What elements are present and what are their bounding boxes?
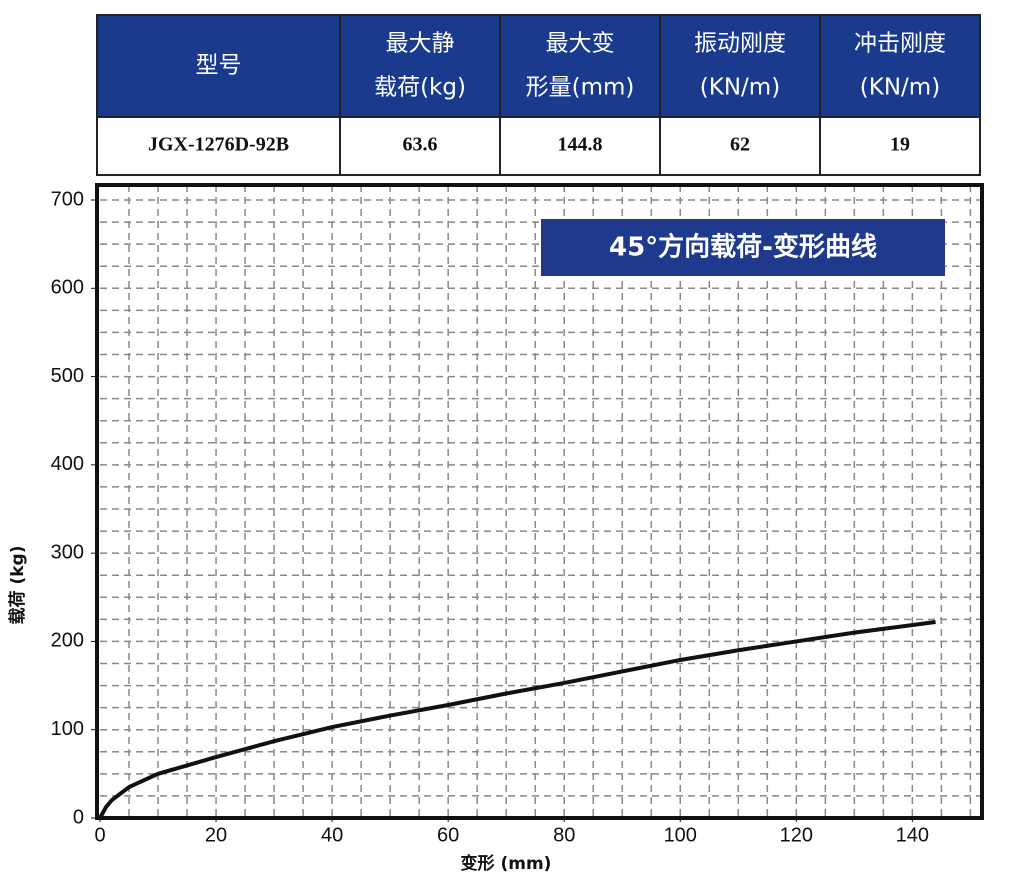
x-tick-label: 100 [664, 824, 697, 846]
y-tick-label: 0 [73, 806, 84, 828]
y-tick-label: 300 [51, 541, 84, 563]
x-tick-label: 0 [94, 824, 105, 846]
x-tick-label: 120 [780, 824, 813, 846]
y-tick-label: 500 [51, 365, 84, 387]
header-cell: 最大变 [546, 31, 615, 57]
x-tick-label: 140 [896, 824, 929, 846]
table-border [96, 14, 981, 176]
header-cell: (KN/m) [860, 75, 940, 101]
x-tick-label: 40 [321, 824, 343, 846]
header-cell: 最大静 [386, 31, 455, 57]
table-header-bg [97, 15, 980, 117]
table-cell: 144.8 [558, 134, 603, 156]
y-tick-label: 100 [51, 718, 84, 740]
x-tick-label: 80 [553, 824, 575, 846]
x-tick-label: 20 [205, 824, 227, 846]
chart-title: 45°方向载荷-变形曲线 [609, 232, 877, 263]
header-cell: 型号 [196, 53, 242, 79]
y-tick-label: 600 [51, 277, 84, 299]
header-cell: 形量(mm) [526, 75, 635, 101]
header-cell: 载荷(kg) [374, 75, 466, 101]
x-tick-label: 60 [437, 824, 459, 846]
title-box [541, 219, 945, 276]
header-cell: 振动刚度 [694, 31, 786, 57]
table-cell: JGX-1276D-92B [148, 134, 289, 156]
y-tick-label: 400 [51, 453, 84, 475]
plot-frame [95, 183, 984, 820]
data-line [98, 620, 936, 819]
y-tick-label: 200 [51, 630, 84, 652]
table-cell: 62 [730, 134, 750, 156]
header-cell: (KN/m) [700, 75, 780, 101]
table-cell: 63.6 [403, 134, 438, 156]
header-cell: 冲击刚度 [854, 31, 946, 57]
y-axis-label: 载荷 (kg) [7, 546, 28, 625]
x-axis-label: 变形 (mm) [461, 853, 552, 874]
y-tick-label: 700 [51, 188, 84, 210]
table-cell: 19 [890, 134, 910, 156]
